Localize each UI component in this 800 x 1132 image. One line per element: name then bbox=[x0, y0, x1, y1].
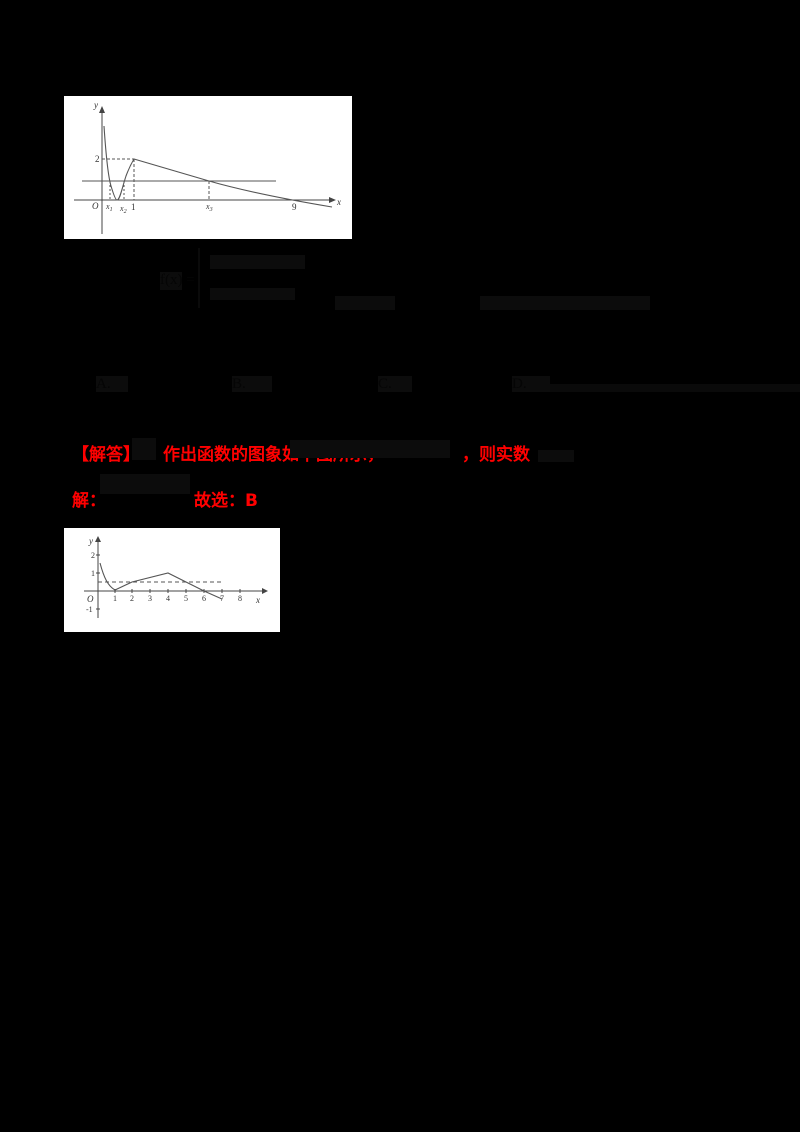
y-axis-label-2: y bbox=[88, 536, 93, 546]
x-tick: 1 bbox=[113, 594, 117, 603]
option-d[interactable]: D. bbox=[512, 376, 550, 392]
svg-text:x2: x2 bbox=[119, 204, 127, 215]
piecewise-case-2 bbox=[210, 288, 295, 300]
solution-text-2: ，则实数 bbox=[462, 445, 530, 465]
svg-text:x3: x3 bbox=[205, 202, 213, 213]
function-name: f(x) = bbox=[160, 272, 195, 290]
origin-label: O bbox=[92, 201, 99, 211]
solution-line2-start: 解： bbox=[72, 491, 106, 511]
solution-math-4 bbox=[100, 474, 190, 494]
origin-label-2: O bbox=[87, 594, 94, 604]
option-b[interactable]: B. bbox=[232, 376, 272, 392]
x-axis-label-2: x bbox=[255, 595, 260, 605]
option-a[interactable]: A. bbox=[96, 376, 128, 392]
figure-1-svg: y x O 2 x1 x2 1 x3 9 bbox=[74, 100, 341, 234]
x-tick: 6 bbox=[202, 594, 206, 603]
solution-answer: 故选：B bbox=[194, 491, 258, 511]
y-tick-neg1: -1 bbox=[86, 605, 93, 614]
question-stem-mid bbox=[335, 296, 395, 310]
figure-2-graph: y x O 2 1 -1 1 2 3 4 5 6 7 8 bbox=[64, 528, 280, 632]
figure-2-svg: y x O 2 1 -1 1 2 3 4 5 6 7 8 bbox=[84, 536, 268, 618]
y-tick-1: 1 bbox=[91, 569, 95, 578]
x-tick-1: 1 bbox=[131, 202, 136, 212]
figure-1-graph: y x O 2 x1 x2 1 x3 9 bbox=[64, 96, 352, 239]
solution-math-2 bbox=[290, 440, 450, 458]
svg-text:x1: x1 bbox=[105, 202, 113, 213]
x-tick-9: 9 bbox=[292, 202, 297, 212]
x-axis-label: x bbox=[336, 197, 341, 207]
option-d-underline bbox=[550, 384, 800, 392]
x-tick: 3 bbox=[148, 594, 152, 603]
y-axis-label: y bbox=[93, 100, 98, 110]
x-tick: 8 bbox=[238, 594, 242, 603]
y-tick-2: 2 bbox=[91, 551, 95, 560]
solution-heading: 【解答】 bbox=[72, 445, 140, 465]
question-stem-tail bbox=[480, 296, 650, 310]
x-tick: 5 bbox=[184, 594, 188, 603]
piecewise-case-1 bbox=[210, 255, 305, 269]
x-tick: 2 bbox=[130, 594, 134, 603]
y-tick-2: 2 bbox=[95, 154, 100, 164]
option-c[interactable]: C. bbox=[378, 376, 412, 392]
x-tick: 7 bbox=[220, 594, 224, 603]
solution-math-1 bbox=[132, 438, 156, 460]
piecewise-brace bbox=[198, 248, 208, 308]
solution-math-3 bbox=[538, 450, 574, 462]
x-tick: 4 bbox=[166, 594, 170, 603]
